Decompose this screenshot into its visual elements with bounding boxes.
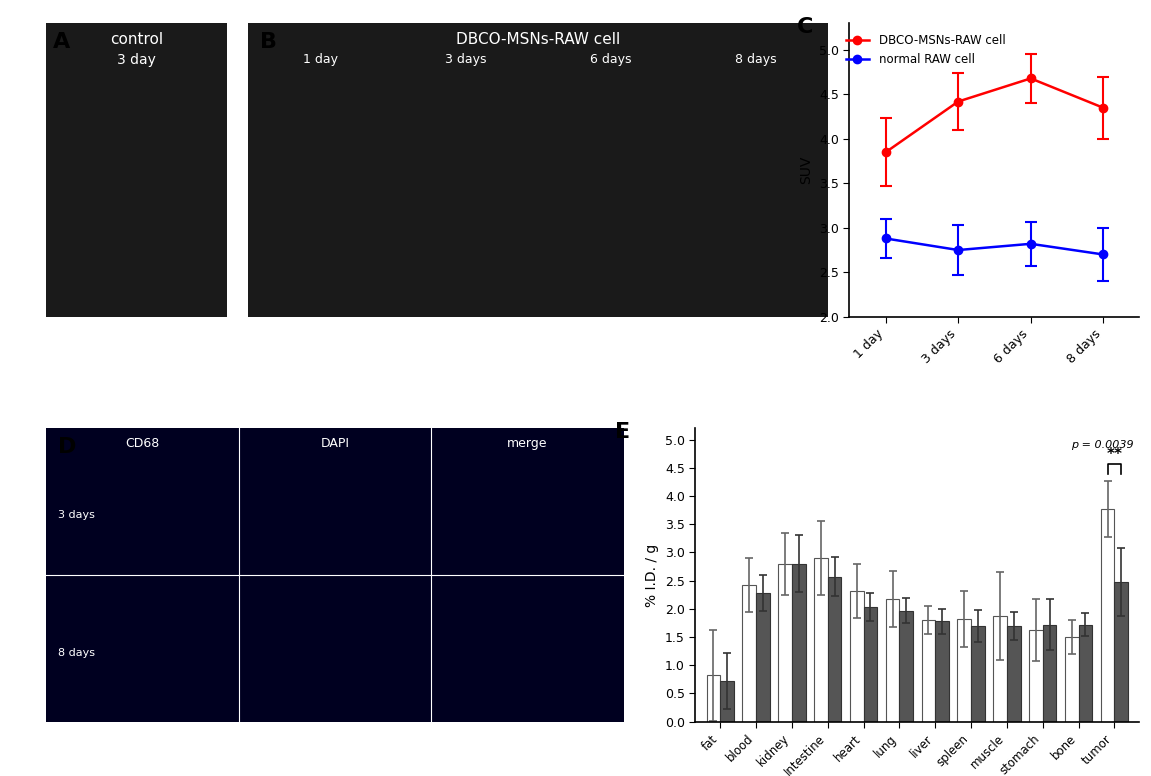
Bar	[792, 563, 806, 722]
Bar	[899, 611, 913, 722]
Bar	[828, 577, 841, 722]
Text: DAPI: DAPI	[320, 437, 350, 450]
Text: B: B	[260, 32, 277, 52]
Text: **: **	[1106, 446, 1122, 462]
Bar	[1043, 625, 1057, 722]
Bar	[1114, 582, 1128, 722]
Bar	[1078, 625, 1092, 722]
Bar	[721, 681, 734, 722]
Text: A: A	[53, 32, 70, 52]
Bar	[922, 620, 936, 722]
Y-axis label: SUV: SUV	[800, 156, 814, 184]
Text: E: E	[615, 422, 631, 442]
Text: 3 days: 3 days	[58, 511, 94, 521]
Bar	[742, 585, 756, 722]
Text: 8 days: 8 days	[58, 648, 94, 658]
Bar	[849, 591, 863, 722]
Bar	[707, 675, 721, 722]
Bar	[886, 599, 899, 722]
Legend: DBCO-MSNs-RAW cell, normal RAW cell: DBCO-MSNs-RAW cell, normal RAW cell	[841, 29, 1011, 71]
Bar	[1029, 630, 1043, 722]
Bar	[814, 558, 828, 722]
Bar	[778, 563, 792, 722]
Text: CD68: CD68	[125, 437, 160, 450]
Bar	[958, 619, 971, 722]
Bar	[971, 625, 985, 722]
Text: p = 0.0039: p = 0.0039	[1072, 440, 1134, 449]
Bar	[1100, 509, 1114, 722]
Bar	[863, 607, 877, 722]
Text: DBCO-MSNs-RAW cell: DBCO-MSNs-RAW cell	[456, 32, 620, 47]
Text: 1 day: 1 day	[304, 53, 338, 66]
Text: 3 day: 3 day	[117, 53, 157, 67]
Text: control: control	[110, 32, 163, 47]
Bar	[1007, 625, 1021, 722]
Text: 6 days: 6 days	[590, 53, 632, 66]
Y-axis label: % I.D. / g: % I.D. / g	[646, 543, 660, 607]
Bar	[756, 593, 770, 722]
Bar	[993, 615, 1007, 722]
Text: 8 days: 8 days	[735, 53, 777, 66]
Bar	[936, 622, 948, 722]
Text: D: D	[58, 437, 76, 457]
Text: C: C	[798, 17, 814, 37]
Text: merge: merge	[508, 437, 548, 450]
Bar	[1065, 637, 1078, 722]
Text: 3 days: 3 days	[445, 53, 487, 66]
